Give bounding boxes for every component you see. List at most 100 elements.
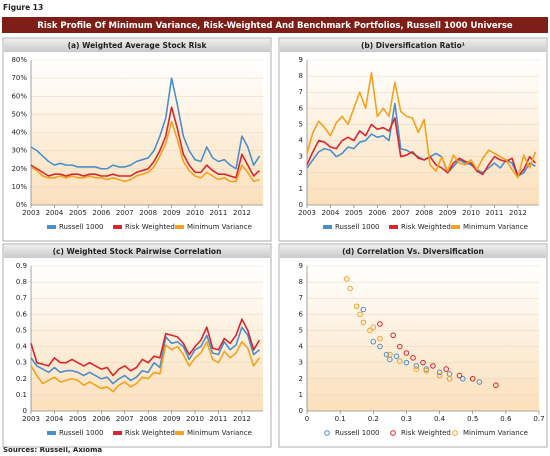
scatter-point — [423, 366, 430, 372]
x-tick-label: 0.7 — [533, 415, 544, 423]
y-tick-label: 80% — [11, 56, 27, 64]
y-tick-label: 20% — [11, 165, 27, 173]
plot-area — [31, 266, 263, 411]
legend-label: Risk Weighted — [401, 429, 451, 437]
legend-swatch — [390, 430, 396, 436]
scatter-point — [403, 350, 410, 356]
x-tick-label: 0.4 — [434, 415, 446, 423]
y-tick-label: 0 — [299, 201, 303, 209]
series-line — [30, 106, 261, 179]
scatter-point — [390, 332, 396, 339]
scatter-point — [436, 369, 443, 376]
y-tick-label: 5 — [299, 120, 303, 128]
scatter-point — [397, 358, 403, 364]
scatter-point — [413, 366, 420, 372]
scatter-point — [413, 363, 420, 369]
y-tick-label: 70% — [11, 74, 27, 82]
x-tick-label: 2011 — [486, 209, 504, 217]
scatter-point — [446, 375, 453, 382]
x-tick-label: 2007 — [392, 209, 410, 217]
y-tick-label: 9 — [299, 56, 303, 64]
legend-swatch — [113, 225, 122, 229]
scatter-point — [410, 355, 416, 361]
series-line — [30, 77, 261, 170]
scatter-point — [436, 372, 443, 379]
scatter-point — [423, 367, 430, 374]
scatter-point — [459, 375, 466, 382]
legend-swatch — [175, 431, 184, 435]
legend-swatch — [323, 225, 332, 229]
scatter-point — [393, 353, 400, 360]
series-line — [306, 117, 537, 177]
title-bar — [2, 17, 548, 33]
scatter-point — [469, 375, 476, 382]
y-tick-label: 4 — [299, 137, 304, 145]
legend-label: Minimum Variance — [463, 429, 528, 437]
series-line — [30, 318, 261, 377]
x-tick-label: 2010 — [186, 415, 204, 423]
scatter-point — [443, 366, 450, 372]
plot-area — [307, 266, 539, 411]
y-tick-label: 3 — [299, 359, 303, 367]
scatter-point — [420, 359, 426, 366]
scatter-point — [357, 311, 363, 318]
scatter-point — [360, 306, 367, 313]
legend-swatch — [389, 225, 398, 229]
figure-label: Figure 13 — [3, 3, 43, 12]
y-tick-label: 0% — [16, 201, 27, 209]
y-tick-label: 7 — [299, 88, 303, 96]
x-tick-label: 2004 — [46, 209, 64, 217]
scatter-point — [387, 351, 393, 358]
series-line — [30, 326, 260, 385]
scatter-point — [370, 338, 377, 345]
scatter-point — [347, 285, 353, 292]
x-tick-label: 2005 — [69, 209, 87, 217]
y-tick-label: 7 — [299, 294, 303, 302]
y-tick-label: 0.2 — [16, 375, 27, 383]
x-tick-label: 2006 — [92, 415, 110, 423]
x-tick-label: 2004 — [322, 209, 340, 217]
x-tick-label: 2003 — [22, 415, 40, 423]
panel-title: (a) Weighted Average Stock Risk — [68, 41, 208, 50]
scatter-point — [360, 319, 367, 326]
scatter-point — [403, 359, 410, 366]
y-tick-label: 9 — [299, 262, 303, 270]
x-tick-label: 2005 — [69, 415, 87, 423]
y-tick-label: 0 — [23, 407, 27, 415]
y-tick-label: 5 — [299, 326, 303, 334]
x-tick-label: 0.5 — [467, 415, 478, 423]
legend-label: Minimum Variance — [187, 223, 252, 231]
scatter-point — [456, 372, 463, 379]
legend-swatch — [451, 225, 460, 229]
x-tick-label: 2010 — [186, 209, 204, 217]
source: Sources: Russell, Axioma — [3, 446, 102, 454]
scatter-point — [377, 335, 383, 342]
x-tick-label: 2012 — [233, 415, 251, 423]
series-line — [30, 340, 261, 393]
y-tick-label: 60% — [11, 92, 27, 100]
y-tick-label: 8 — [299, 72, 303, 80]
legend-swatch — [47, 431, 56, 435]
x-tick-label: 2011 — [210, 209, 228, 217]
y-tick-label: 0.7 — [16, 294, 27, 302]
scatter-point — [370, 324, 377, 331]
y-tick-label: 4 — [299, 343, 304, 351]
x-tick-label: 2012 — [233, 209, 251, 217]
legend-swatch — [452, 430, 458, 436]
x-tick-label: 2005 — [345, 209, 363, 217]
y-tick-label: 30% — [11, 147, 27, 155]
y-tick-label: 0.3 — [16, 359, 27, 367]
legend-swatch — [175, 225, 184, 229]
legend-label: Minimum Variance — [187, 429, 252, 437]
legend-swatch — [47, 225, 56, 229]
x-tick-label: 0.1 — [335, 415, 346, 423]
y-tick-label: 8 — [299, 278, 303, 286]
panel-header — [4, 39, 270, 52]
scatter-point — [430, 363, 436, 369]
panel-title: (d) Correlation Vs. Diversification — [342, 247, 484, 256]
x-tick-label: 2009 — [163, 209, 181, 217]
legend-swatch — [113, 431, 122, 435]
y-tick-label: 10% — [11, 183, 27, 191]
y-tick-label: 40% — [11, 129, 27, 137]
y-tick-label: 6 — [299, 310, 304, 318]
